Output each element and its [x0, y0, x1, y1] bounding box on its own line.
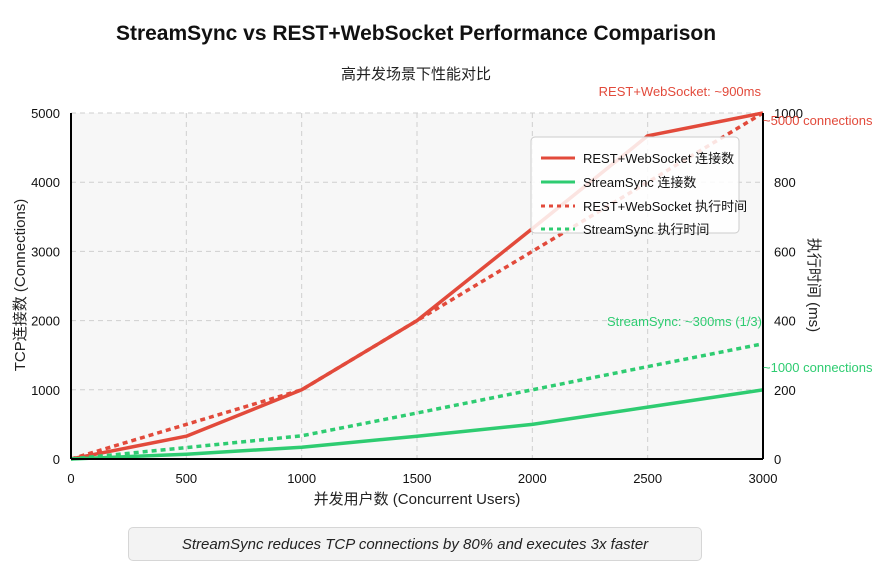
summary-caption: StreamSync reduces TCP connections by 80…: [128, 527, 702, 561]
x-tick-label: 0: [67, 471, 74, 486]
series-line-2: [70, 111, 764, 461]
axes: [70, 113, 764, 460]
legend: REST+WebSocket 连接数 StreamSync 连接数 REST+W…: [530, 136, 747, 237]
x-tick-label: 500: [175, 471, 197, 486]
chart-title: StreamSync vs REST+WebSocket Performance…: [115, 22, 717, 45]
annotations: REST+WebSocket: ~900ms ~5000 connections…: [599, 84, 873, 375]
y-left-tick-label: 3000: [31, 244, 60, 259]
y-left-tick-label: 4000: [31, 175, 60, 190]
x-tick-label: 3000: [749, 471, 778, 486]
legend-label-rest-connections: REST+WebSocket 连接数: [583, 151, 734, 166]
y-left-tick-label: 5000: [31, 106, 60, 121]
y-right-tick-label: 200: [774, 383, 796, 398]
y-left-tick-label: 2000: [31, 314, 60, 329]
x-tick-label: 1000: [287, 471, 316, 486]
annotation-rest-time: REST+WebSocket: ~900ms: [599, 84, 762, 99]
legend-box: [530, 136, 740, 234]
legend-label-streamsync-connections: StreamSync 连接数: [583, 175, 696, 190]
series-lines: [70, 111, 764, 461]
y-axis-left-label: TCP连接数 (Connections): [12, 199, 29, 372]
annotation-streamsync-time: StreamSync: ~300ms (1/3): [607, 314, 762, 329]
y-right-tick-label: 600: [774, 244, 796, 259]
y-right-tick-label: 1000: [774, 106, 803, 121]
annotation-streamsync-connections: ~1000 connections: [763, 360, 873, 375]
x-tick-label: 2000: [518, 471, 547, 486]
y-left-tick-label: 0: [53, 452, 60, 467]
y-right-tick-label: 800: [774, 175, 796, 190]
y-axis-right-label: 执行时间 (ms): [805, 238, 822, 332]
x-tick-label: 1500: [403, 471, 432, 486]
x-axis-label: 并发用户数 (Concurrent Users): [314, 491, 521, 508]
chart-subtitle: 高并发场景下性能对比: [340, 65, 491, 83]
legend-label-streamsync-time: StreamSync 执行时间: [583, 222, 709, 237]
y-left-tick-label: 1000: [31, 383, 60, 398]
series-line-0: [70, 111, 764, 461]
legend-label-rest-time: REST+WebSocket 执行时间: [583, 199, 747, 214]
annotation-rest-connections: ~5000 connections: [763, 113, 873, 128]
x-tick-label: 2500: [633, 471, 662, 486]
tick-labels: 0 500 1000 1500 2000 2500 30000100020003000400…: [31, 106, 803, 486]
y-right-tick-label: 400: [774, 314, 796, 329]
series-line-1: [70, 388, 764, 461]
y-right-tick-label: 0: [774, 452, 781, 467]
